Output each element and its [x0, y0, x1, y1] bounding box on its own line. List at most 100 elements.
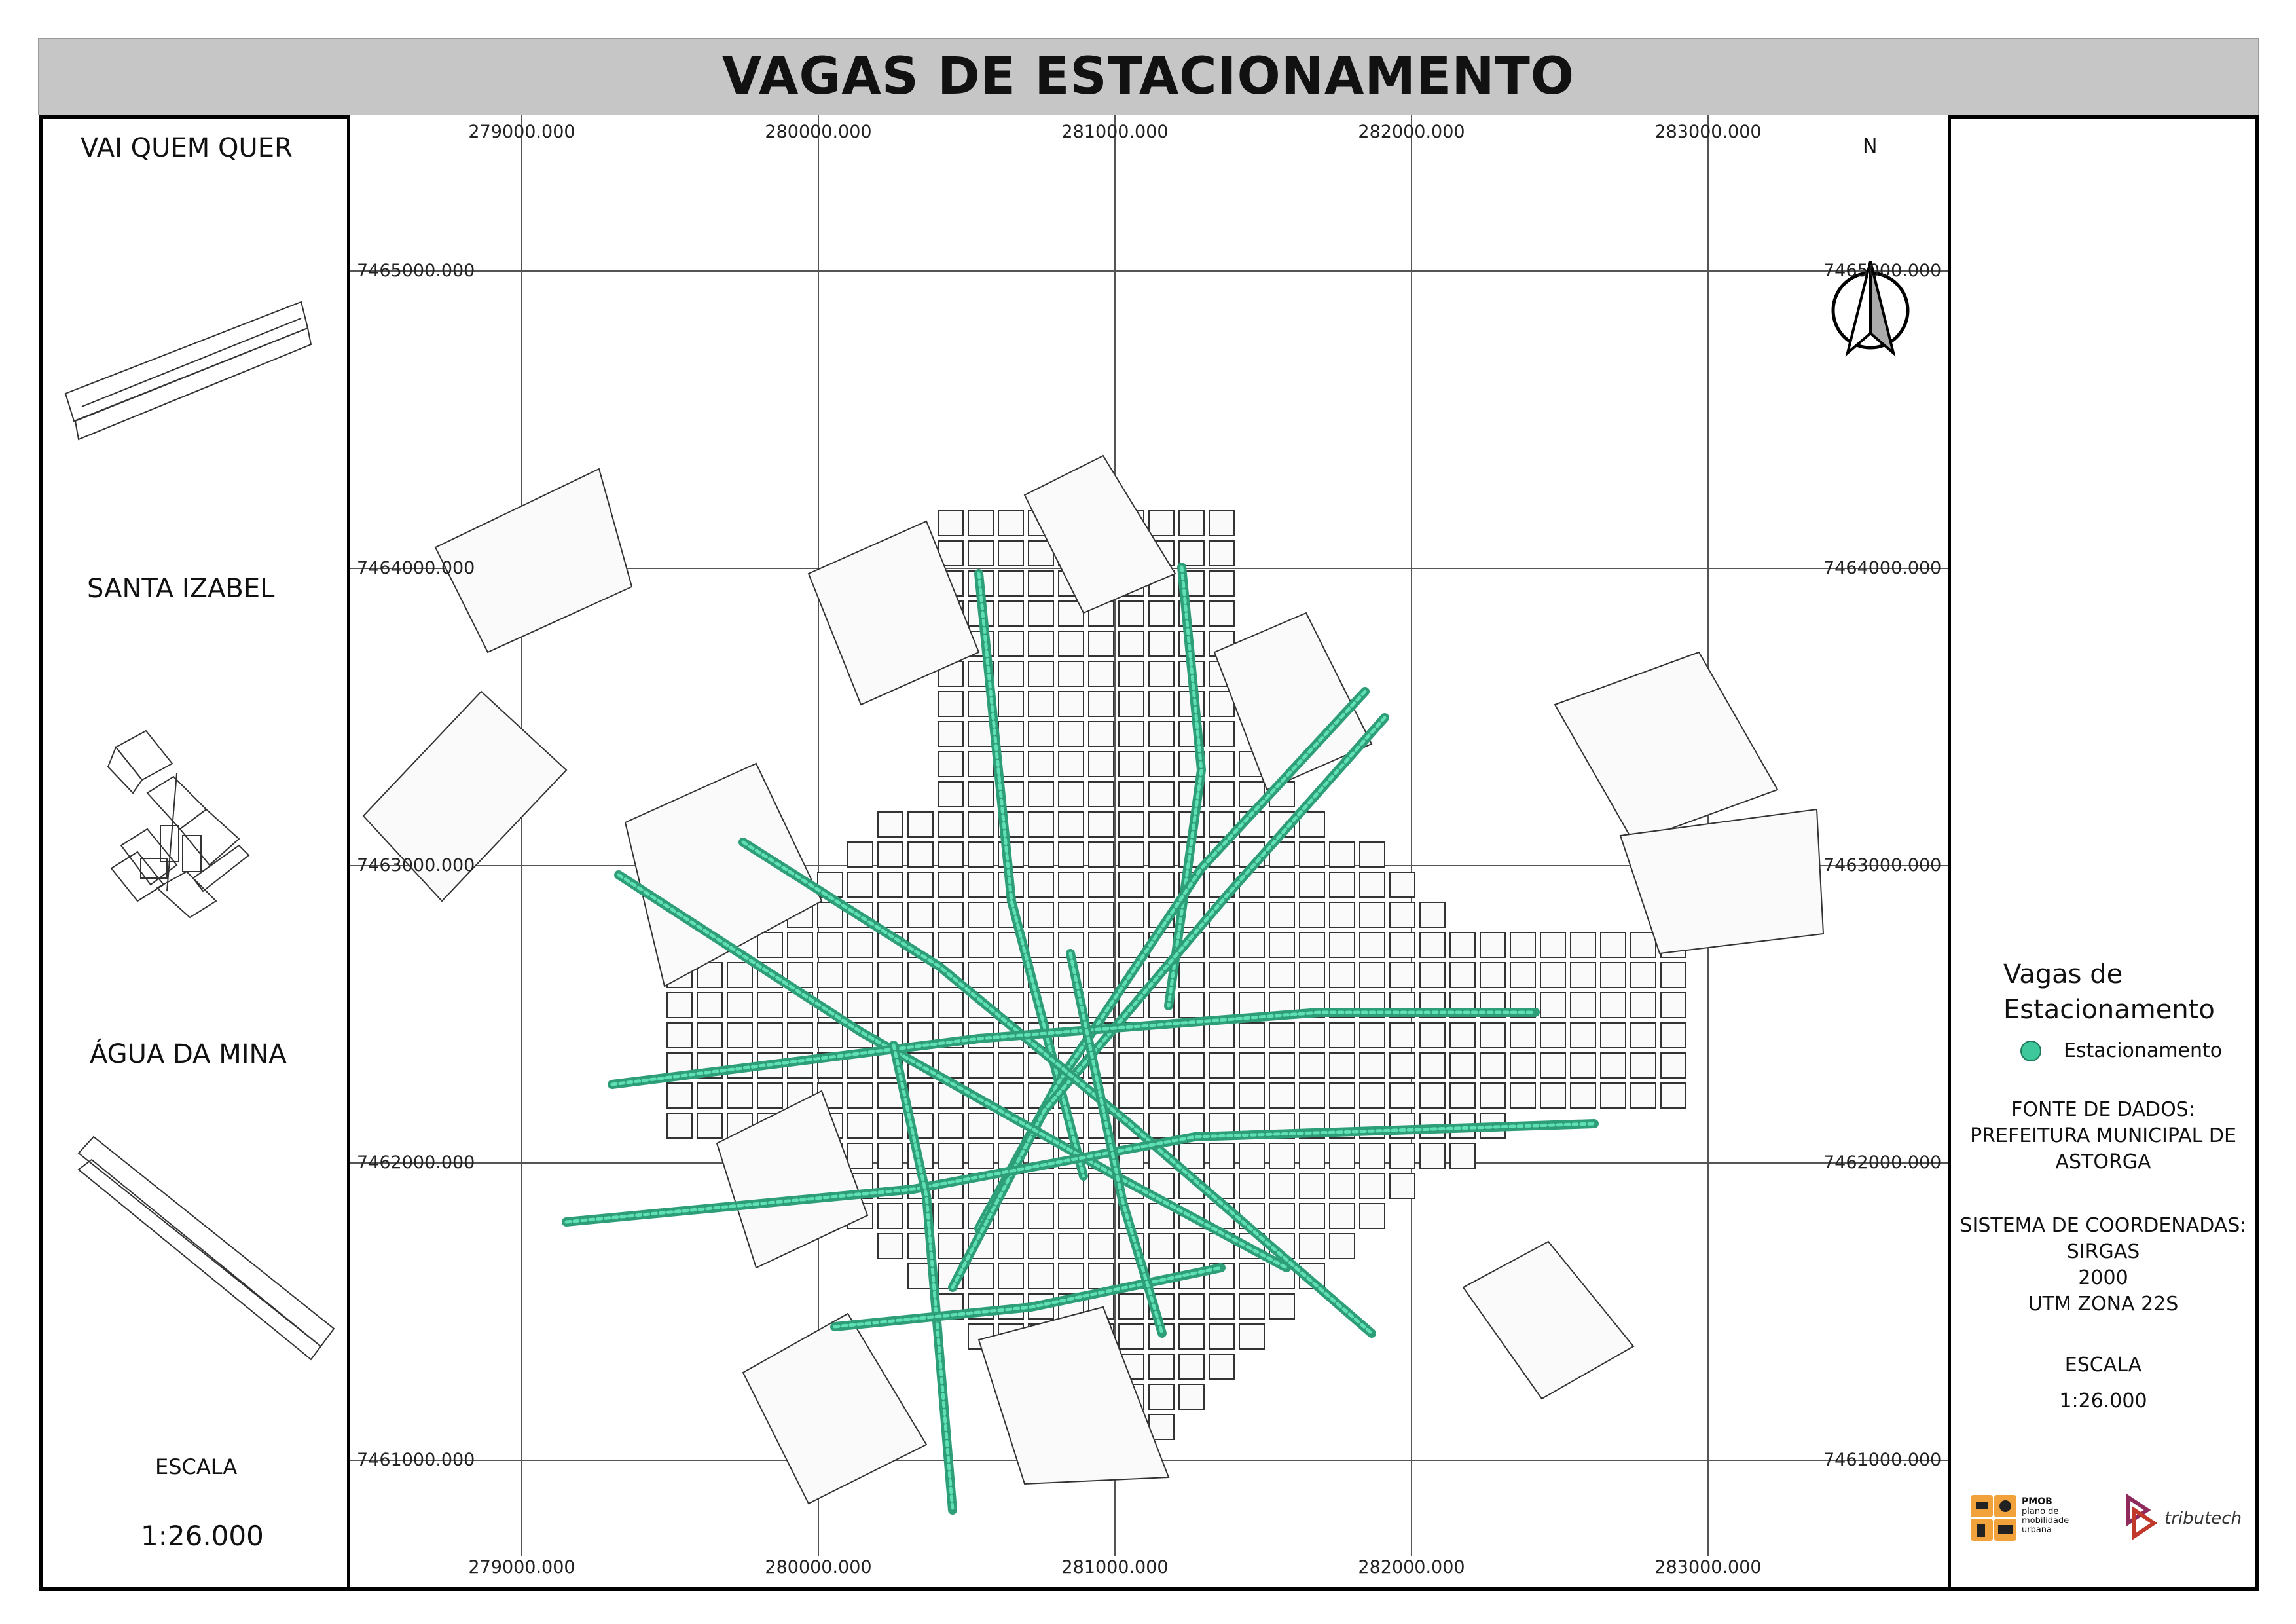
parking-spaces-row: [617, 873, 1288, 1270]
city-block: [1359, 1143, 1385, 1169]
city-block: [1148, 510, 1175, 536]
city-block: [907, 992, 934, 1018]
city-block: [1389, 932, 1415, 958]
city-block: [757, 992, 783, 1018]
city-block: [1148, 631, 1175, 657]
legend-title-line1: Vagas de: [2003, 959, 2123, 989]
city-block: [1209, 1293, 1235, 1320]
city-block: [1299, 1143, 1325, 1169]
district-label-santa-izabel: SANTA IZABEL: [87, 574, 275, 604]
city-block: [1088, 841, 1114, 868]
city-block: [1329, 841, 1355, 868]
city-block: [907, 841, 934, 868]
city-block: [1480, 932, 1506, 958]
city-block: [1510, 962, 1536, 988]
city-block: [998, 661, 1024, 687]
city-block: [1299, 872, 1325, 898]
city-block: [998, 570, 1024, 597]
city-block: [1148, 872, 1175, 898]
city-block: [727, 962, 753, 988]
city-block: [817, 962, 843, 988]
city-block: [757, 1022, 783, 1048]
city-block: [1449, 962, 1476, 988]
parking-spaces-row: [1167, 565, 1203, 1008]
city-block: [1359, 841, 1385, 868]
city-block: [877, 1113, 903, 1139]
city-block: [1359, 902, 1385, 928]
city-block: [1329, 1173, 1355, 1199]
district-label-vai-quem-quer: VAI QUEM QUER: [81, 133, 293, 163]
city-block: [1209, 600, 1235, 627]
city-block: [1148, 1082, 1175, 1109]
x-tick-top: 281000.000: [1061, 122, 1169, 142]
city-block: [1449, 1052, 1476, 1079]
inset-agua-da-mina: [77, 1135, 335, 1361]
city-block: [727, 1082, 753, 1109]
city-block: [1118, 872, 1144, 898]
city-block: [1570, 1052, 1596, 1079]
city-block: [938, 841, 964, 868]
city-block: [1600, 962, 1626, 988]
pmob-title: PMOB: [2022, 1496, 2052, 1507]
inset-vai-quem-quer: [64, 301, 312, 441]
city-block: [1088, 1203, 1114, 1229]
city-block: [1239, 1082, 1265, 1109]
city-block: [697, 1022, 723, 1048]
city-block: [1178, 1293, 1205, 1320]
city-block: [968, 811, 994, 838]
x-tick-top: 283000.000: [1654, 122, 1762, 142]
city-block: [1239, 1323, 1265, 1350]
city-block: [1660, 962, 1686, 988]
city-block: [968, 932, 994, 958]
city-block: [938, 902, 964, 928]
neighbourhood-block: [1462, 1240, 1635, 1400]
city-block: [907, 811, 934, 838]
city-block: [1088, 751, 1114, 777]
city-block: [1329, 1203, 1355, 1229]
city-block: [968, 872, 994, 898]
city-block: [877, 872, 903, 898]
city-block: [727, 1022, 753, 1048]
city-block: [1058, 721, 1084, 747]
city-block: [938, 1113, 964, 1139]
city-block: [1209, 510, 1235, 536]
city-block: [1299, 1203, 1325, 1229]
city-block: [1088, 811, 1114, 838]
city-block: [1209, 1052, 1235, 1079]
city-block: [1118, 1082, 1144, 1109]
city-block: [847, 1082, 873, 1109]
city-block: [938, 992, 964, 1018]
parking-spaces-row: [610, 1010, 1537, 1086]
city-block: [1269, 1173, 1295, 1199]
city-block: [1028, 1203, 1054, 1229]
x-tick-top: 279000.000: [468, 122, 575, 142]
city-block: [1088, 691, 1114, 717]
city-block: [1570, 932, 1596, 958]
city-block: [1118, 1293, 1144, 1320]
city-block: [1028, 600, 1054, 627]
city-block: [1480, 1022, 1506, 1048]
x-tick-bottom: 281000.000: [1061, 1557, 1169, 1578]
city-block: [1118, 1052, 1144, 1079]
city-block: [1239, 902, 1265, 928]
city-block: [1359, 1203, 1385, 1229]
city-block: [1239, 1143, 1265, 1169]
city-block: [1359, 962, 1385, 988]
city-block: [1269, 932, 1295, 958]
city-block: [938, 751, 964, 777]
city-block: [1329, 1082, 1355, 1109]
city-block: [938, 781, 964, 807]
city-block: [968, 781, 994, 807]
city-block: [968, 902, 994, 928]
crs-line1: SIRGAS: [2066, 1240, 2140, 1263]
city-block: [968, 540, 994, 566]
city-block: [666, 1022, 693, 1048]
city-block: [1419, 1082, 1446, 1109]
city-block: [1269, 1143, 1295, 1169]
city-block: [666, 1113, 693, 1139]
city-block: [1058, 841, 1084, 868]
city-block: [1088, 1173, 1114, 1199]
city-block: [1239, 1263, 1265, 1289]
city-block: [1299, 932, 1325, 958]
city-block: [1209, 751, 1235, 777]
